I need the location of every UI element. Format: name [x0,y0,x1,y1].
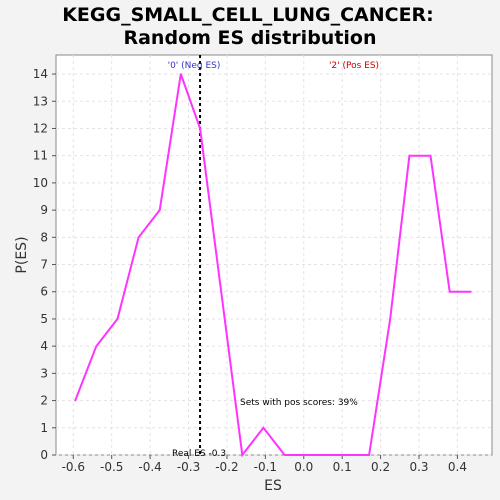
y-tick-label: 7 [40,258,48,272]
y-tick-label: 3 [40,366,48,380]
data-point [241,454,244,456]
y-tick-label: 10 [33,176,48,190]
neg-es-label: '0' (Neg ES) [168,61,221,71]
chart-title-line2: Random ES distribution [123,27,376,49]
x-tick-label: 0.4 [448,460,467,474]
data-point [180,73,182,75]
y-tick-label: 1 [40,421,48,435]
y-tick-label: 11 [33,149,48,163]
data-point [408,154,411,157]
y-axis-label: P(ES) [14,236,30,273]
y-tick-label: 9 [40,203,48,217]
data-point [116,318,119,320]
x-tick-label: 0.0 [294,460,313,474]
x-tick-label: -0.6 [62,460,85,474]
y-tick-label: 13 [33,94,48,108]
pos-scores-text: Sets with pos scores: 39% [240,398,358,408]
data-point [326,454,328,456]
data-point [262,426,265,429]
data-point [158,209,161,211]
y-tick-label: 12 [33,121,48,135]
x-tick-label: 0.3 [409,460,428,474]
data-point [368,454,370,456]
data-point [95,345,98,347]
x-tick-label: -0.5 [100,460,123,474]
chart-title-line1: KEGG_SMALL_CELL_LUNG_CANCER: [62,4,434,26]
y-tick-label: 14 [33,67,48,81]
y-tick-label: 4 [40,339,48,353]
x-tick-label: 0.2 [371,460,390,474]
data-point [304,454,307,456]
data-point [137,236,140,239]
x-tick-label: -0.4 [138,460,161,474]
pos-es-label: '2' (Pos ES) [329,61,379,71]
y-tick-label: 0 [40,448,48,462]
data-point [448,290,451,293]
axis-ticks: -0.6 -0.5 -0.4 -0.3 -0.2 -0.1 0.0 0.1 0.2 0.3 0.4 0… [33,67,467,474]
x-tick-label: 0.1 [333,460,352,474]
x-tick-label: -0.1 [254,460,277,474]
data-point [283,454,286,456]
series-layer [74,55,472,458]
y-tick-label: 6 [40,285,48,299]
data-point [74,399,77,402]
y-tick-label: 8 [40,230,48,244]
data-point [470,290,472,293]
plot-area [55,54,493,456]
grid-lines [56,55,492,456]
y-tick-label: 2 [40,394,48,408]
data-point [429,154,432,157]
data-point [389,318,392,320]
x-tick-label: -0.3 [177,460,200,474]
x-tick-label: -0.2 [215,460,238,474]
data-point [347,454,349,456]
real-es-label: Real ES -0.3 [172,449,226,459]
x-axis-label: ES [264,478,282,494]
y-tick-label: 5 [40,312,48,326]
data-point [199,127,201,130]
